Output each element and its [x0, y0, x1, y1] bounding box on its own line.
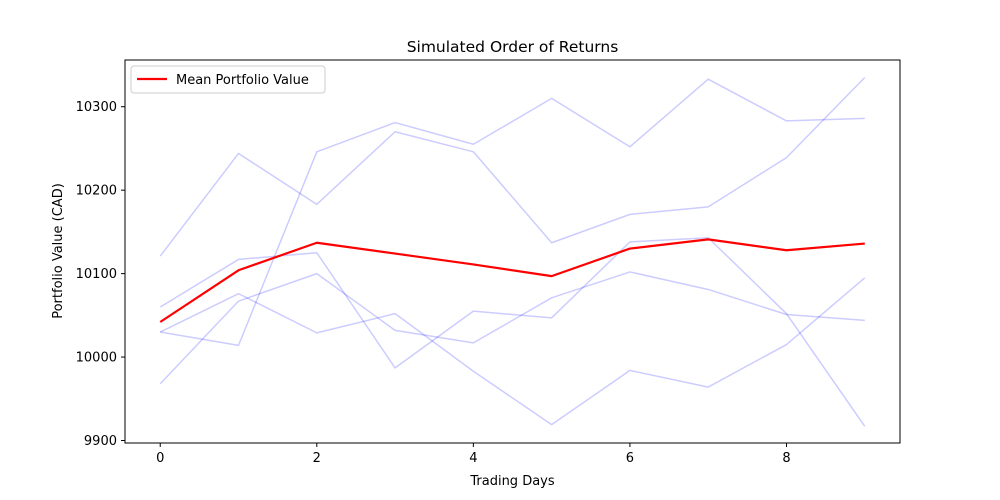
- x-tick-label: 8: [782, 451, 790, 466]
- series-line-simulation-5: [159, 277, 866, 426]
- legend: Mean Portfolio Value: [130, 65, 326, 94]
- x-axis-label: Trading Days: [469, 474, 554, 489]
- series-line-simulation-3: [160, 78, 865, 347]
- chart-title: Simulated Order of Returns: [407, 38, 619, 56]
- legend-label-mean: Mean Portfolio Value: [176, 73, 309, 88]
- x-tick-label: 4: [469, 451, 477, 466]
- y-tick-label: 10200: [76, 184, 117, 199]
- series-line-simulation-1: [159, 76, 866, 257]
- plot-frame: [124, 59, 901, 444]
- y-axis: 9900 10000 10100 10200 10300: [76, 100, 125, 449]
- y-tick-label: 10000: [76, 351, 117, 366]
- y-tick-label: 10300: [76, 100, 117, 115]
- x-axis: 0 2 4 6 8: [156, 443, 791, 466]
- x-tick-label: 6: [626, 451, 634, 466]
- y-tick-label: 10100: [76, 267, 117, 282]
- y-axis-label: Portfolio Value (CAD): [51, 183, 66, 319]
- series-line-mean: [159, 238, 865, 323]
- x-tick-label: 0: [156, 451, 164, 466]
- legend-box: [130, 65, 326, 94]
- y-tick-label: 9900: [84, 434, 117, 449]
- series-line-simulation-4: [159, 271, 865, 385]
- x-tick-label: 2: [313, 451, 321, 466]
